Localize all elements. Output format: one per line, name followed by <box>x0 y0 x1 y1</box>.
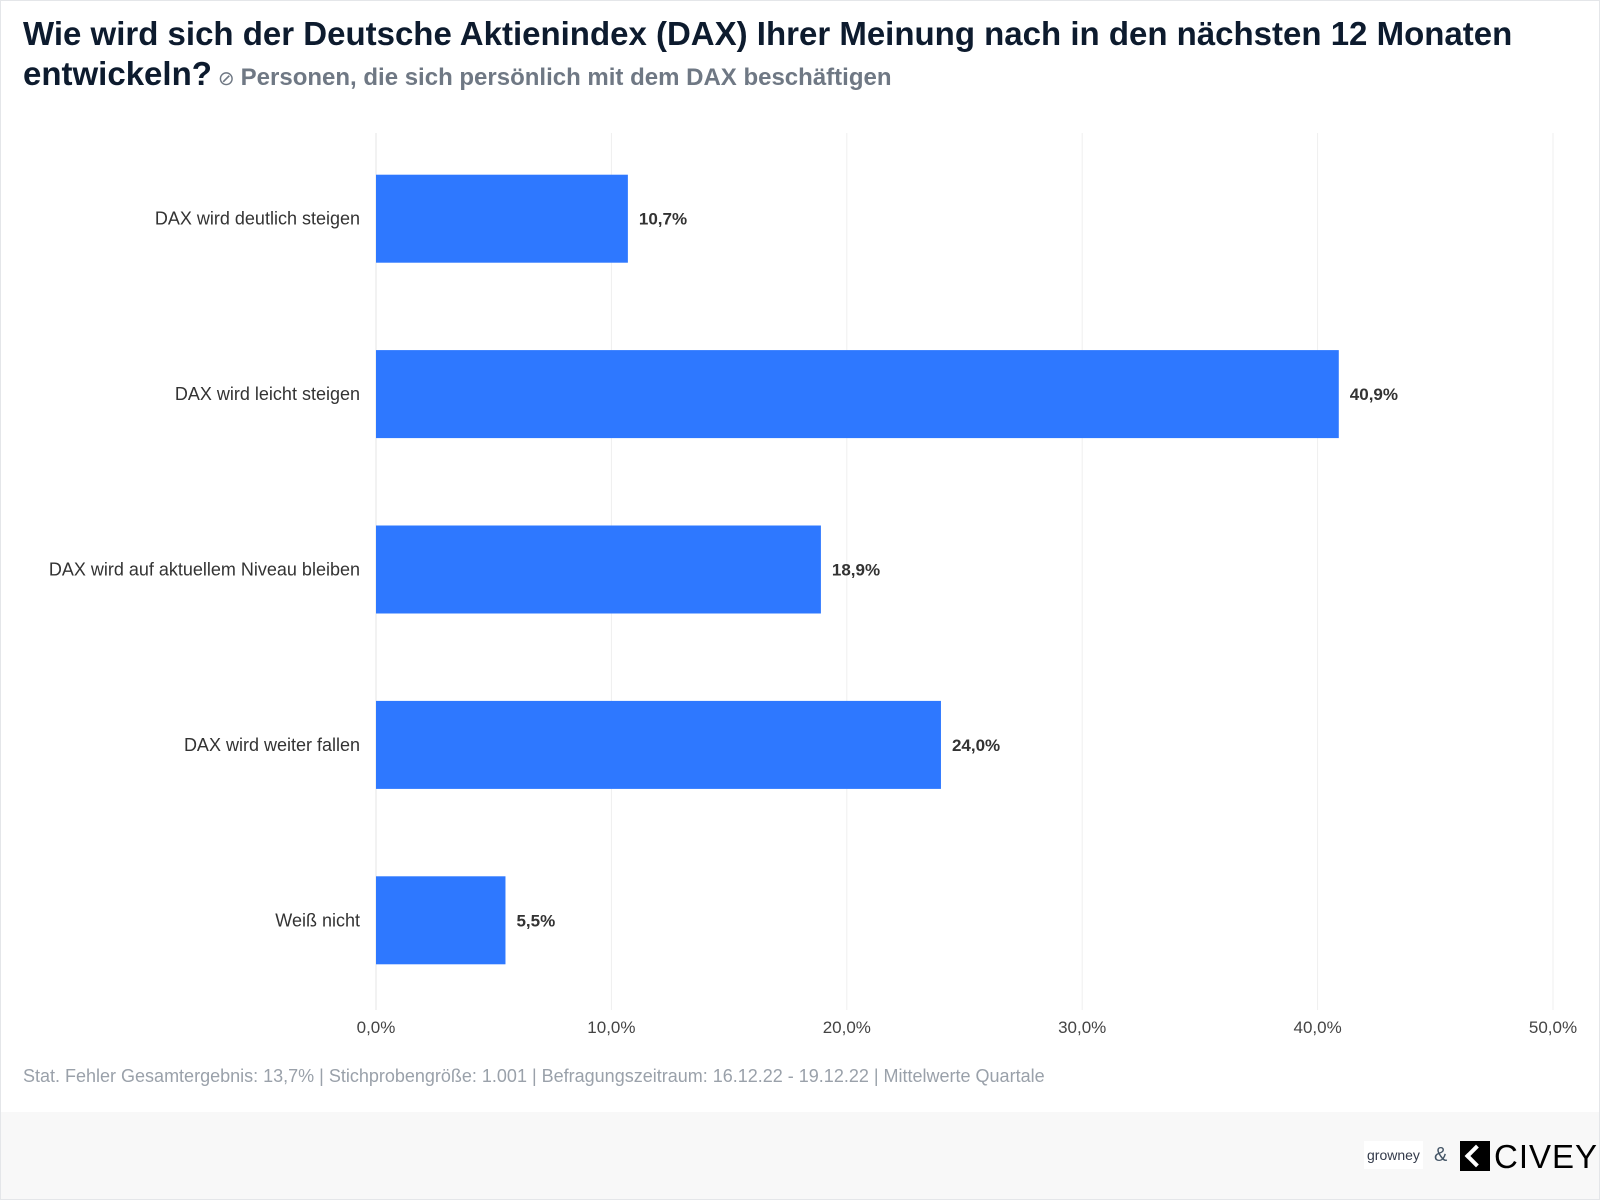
bar <box>376 174 628 263</box>
x-tick-label: 30,0% <box>1058 1018 1106 1037</box>
x-tick-label: 50,0% <box>1529 1018 1577 1037</box>
growney-logo: growney <box>1364 1141 1423 1169</box>
bar <box>376 525 821 614</box>
data-label: 18,9% <box>832 561 880 580</box>
bar <box>376 700 941 789</box>
data-label: 5,5% <box>516 911 555 930</box>
category-label: DAX wird auf aktuellem Niveau bleiben <box>49 560 360 580</box>
x-tick-label: 0,0% <box>357 1018 396 1037</box>
category-label: DAX wird weiter fallen <box>184 735 360 755</box>
x-tick-label: 20,0% <box>823 1018 871 1037</box>
data-label: 10,7% <box>639 210 687 229</box>
bar-chart: 0,0% 10,0% 20,0% 30,0% 40,0% 50,0% DAX wird de… <box>49 133 1577 1037</box>
bar <box>376 876 506 965</box>
category-label: Weiß nicht <box>275 910 360 930</box>
chart-title: Wie wird sich der Deutsche Aktienindex (… <box>23 14 1588 99</box>
no-sign-icon: ⊘ <box>217 68 235 90</box>
x-tick-label: 40,0% <box>1293 1018 1341 1037</box>
civey-logo: CIVEY <box>1494 1138 1599 1175</box>
data-label: 40,9% <box>1350 385 1398 404</box>
category-label: DAX wird deutlich steigen <box>155 209 360 229</box>
footnote: Stat. Fehler Gesamtergebnis: 13,7% | Sti… <box>23 1066 1045 1086</box>
data-label: 24,0% <box>952 736 1000 755</box>
category-label: DAX wird leicht steigen <box>175 384 360 404</box>
civey-logo-icon <box>1460 1141 1490 1171</box>
x-tick-label: 10,0% <box>587 1018 635 1037</box>
bar <box>376 350 1339 439</box>
footer-band <box>1 1112 1599 1199</box>
ampersand: & <box>1434 1144 1448 1166</box>
chart-subtitle: Personen, die sich persönlich mit dem DA… <box>240 64 892 91</box>
title-text: Wie wird sich der Deutsche Aktienindex (… <box>23 15 1513 92</box>
